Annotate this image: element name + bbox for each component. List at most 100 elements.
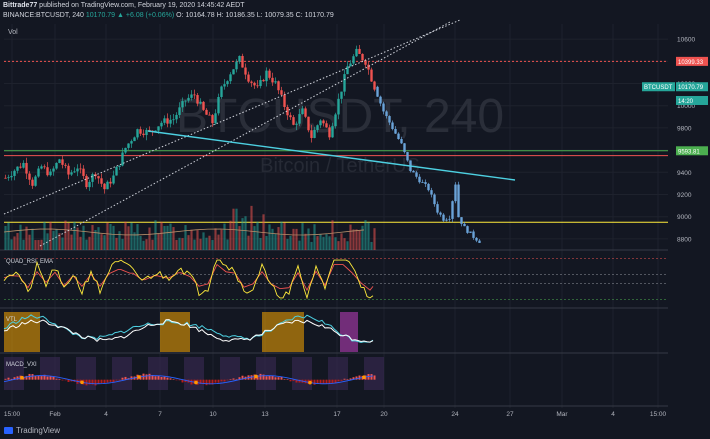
candle-body [310,130,313,138]
candle-body [235,61,238,70]
symbol-name[interactable]: BINANCE:BTCUSDT, 240 [3,12,84,19]
macd-hist [37,375,40,380]
volume-bar [343,238,346,250]
volume-bar [55,229,58,250]
projection-body [388,116,391,123]
price-tick: 10000 [677,103,695,110]
candle-body [139,129,142,134]
macd-hist [25,375,28,380]
volume-bar [130,222,133,250]
watermark-name: Bitcoin / TetherUS [260,155,420,177]
macd-hist [352,377,355,380]
volume-bar [184,225,187,250]
candle-body [238,55,241,62]
volume-bar [103,235,106,250]
macd-band [40,357,60,390]
candle-body [118,165,121,167]
rsi-label: QUAD_RSI_EMA [6,259,53,265]
macd-hist [10,378,13,380]
volume-bar [238,226,241,250]
macd-hist [154,376,157,380]
candle-body [82,168,85,176]
volume-bar [61,237,64,250]
macd-hist [46,376,49,380]
candle-body [229,74,232,82]
price-label-bg [676,56,708,66]
candle-body [316,125,319,130]
candle-body [130,141,133,144]
macd-hist [175,379,178,381]
volume-bar [145,239,148,250]
macd-hist [319,379,322,385]
macd-hist [373,375,376,380]
macd-hist [157,375,160,380]
volume-bar [292,228,295,250]
candle-body [190,94,193,98]
volume-bar [94,229,97,250]
time-tick: 4 [611,411,615,418]
candle-body [64,164,67,166]
candle-body [49,171,52,176]
macd-cross-dot [137,375,141,379]
candle-body [34,176,37,186]
volume-bar [193,239,196,250]
candle-body [43,166,46,168]
projection-body [376,86,379,97]
macd-hist [238,377,241,380]
ohlc-close: C: 10170.79 [295,12,334,19]
volume-bar [352,229,355,250]
volume-bar [310,241,313,250]
candle-body [241,55,244,68]
volume-bar [202,232,205,250]
projection-body [436,204,439,213]
tradingview-footer[interactable]: TradingView [4,426,60,435]
volume-bar [133,232,136,250]
ohlc-low: L: 10079.35 [256,12,294,19]
macd-hist [229,379,232,380]
volume-bar [283,222,286,250]
projection-body [418,176,421,183]
price-label-bg [642,82,675,92]
projection-body [412,171,415,173]
price-label-4: 9593.81 [678,149,700,155]
candle-body [280,90,283,95]
volume-bar [160,221,163,250]
time-tick: 10 [209,411,217,418]
volume-bar [334,237,337,250]
volume-bar [157,233,160,250]
resistance-line [147,130,516,181]
projection-body [475,237,478,241]
volume-bar [373,228,376,250]
candle-body [127,143,130,148]
candle-body [154,130,157,132]
volume-bar [148,227,151,250]
macd-hist [223,379,226,382]
volume-bar [205,237,208,250]
candle-body [220,86,223,97]
volume-bar [277,227,280,250]
macd-hist [184,379,187,383]
author-name[interactable]: Bittrade77 [3,2,38,9]
projection-body [463,223,466,227]
projection-body [394,128,397,134]
candle-body [364,60,367,65]
macd-hist [43,374,46,380]
volume-bar [139,235,142,250]
rsi-ema-line [3,263,374,292]
candle-body [52,168,55,172]
macd-band [292,357,312,390]
volume-bar [322,236,325,250]
volume-bar [265,236,268,250]
candle-body [13,170,16,176]
volume-bar [73,221,76,250]
projection-body [454,184,457,202]
macd-hist [310,379,313,384]
candle-body [37,168,40,177]
candle-body [40,166,43,169]
candle-body [76,168,79,172]
candle-body [319,120,322,126]
volume-bar [181,238,184,250]
macd-hist [100,379,103,384]
macd-hist [346,379,349,380]
volume-bar [106,222,109,250]
